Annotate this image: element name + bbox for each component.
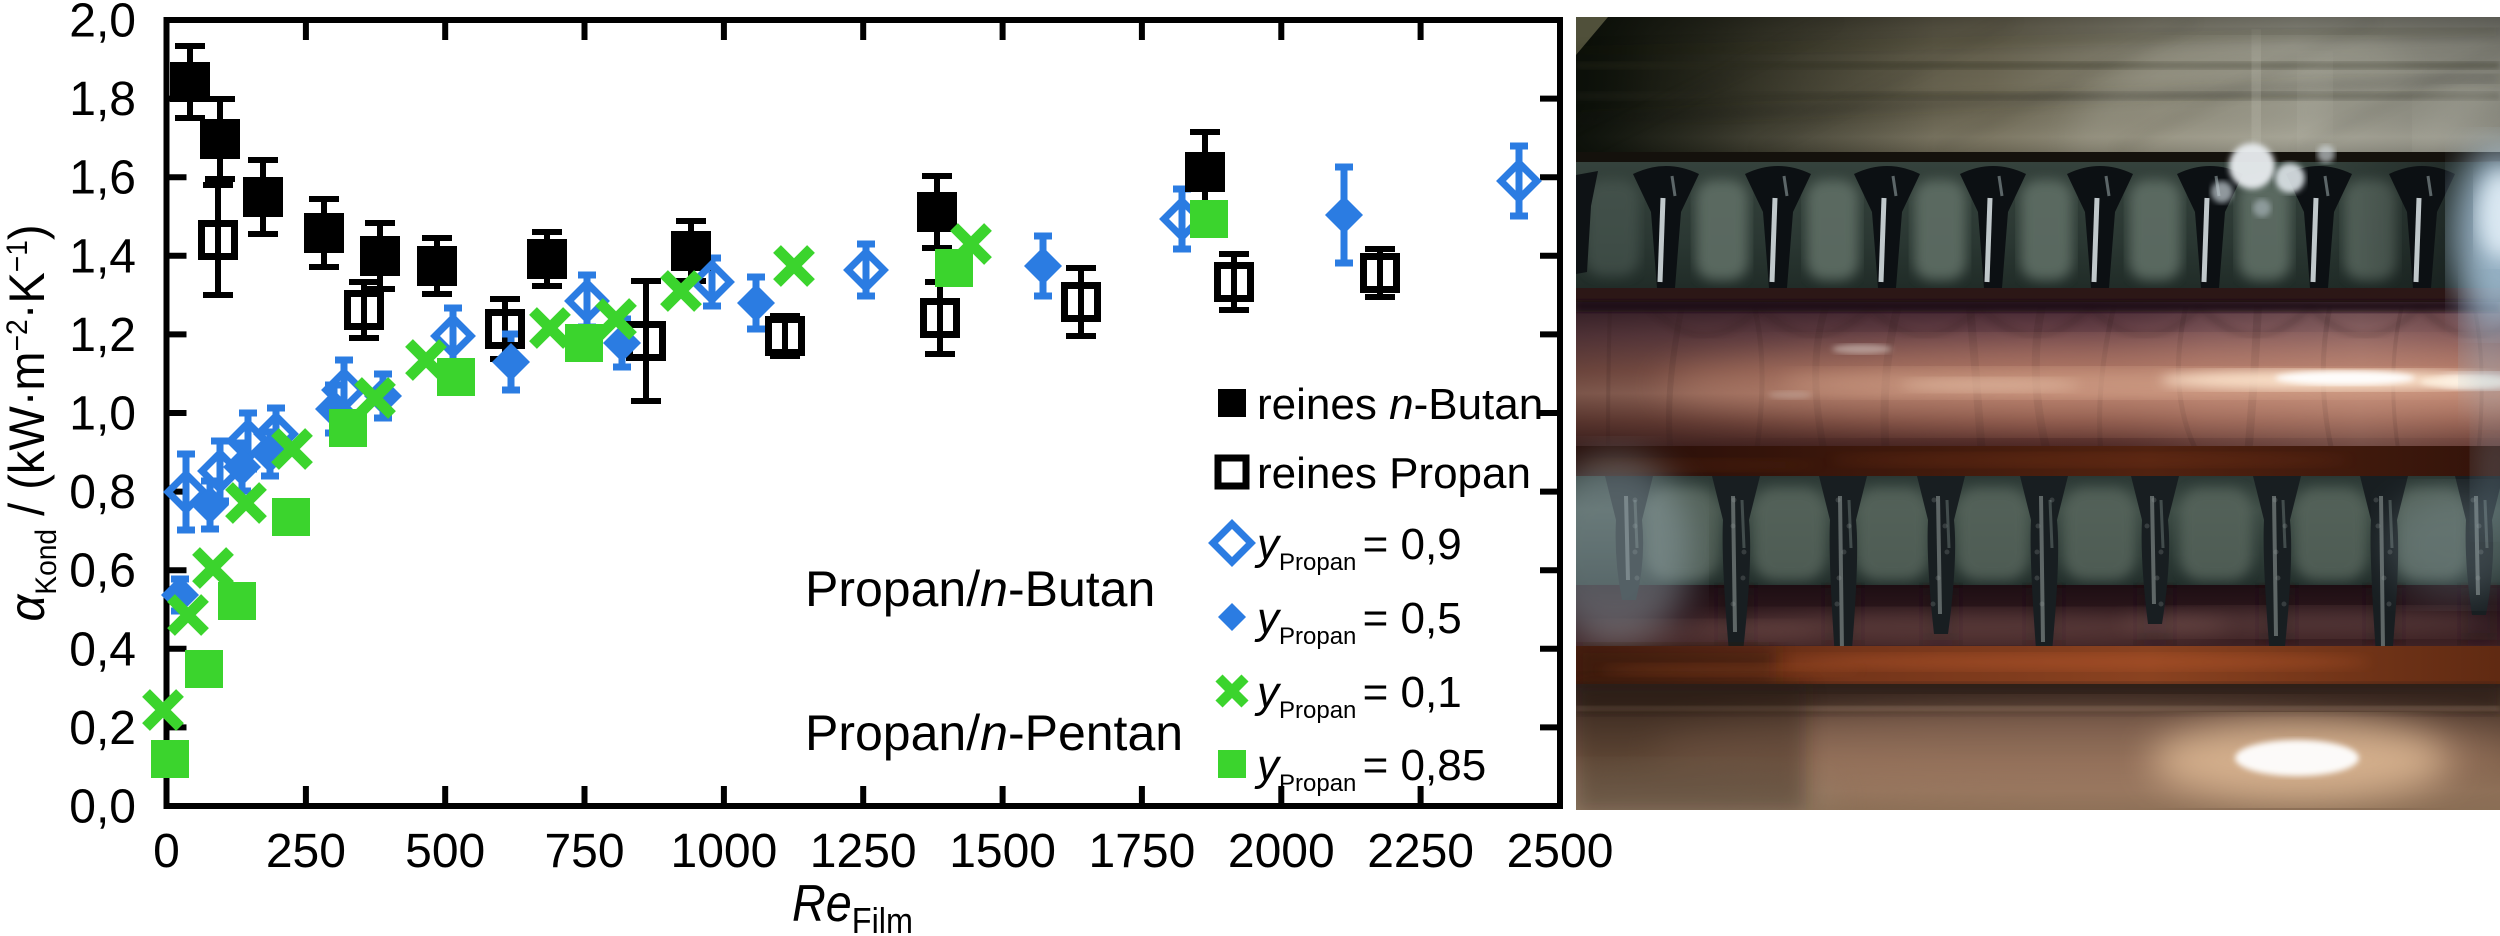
svg-text:yPropan = 0,5: yPropan = 0,5 — [1254, 594, 1462, 650]
svg-text:500: 500 — [405, 825, 485, 878]
svg-text:1,6: 1,6 — [69, 152, 136, 205]
svg-text:0: 0 — [153, 825, 180, 878]
svg-text:1000: 1000 — [671, 825, 778, 878]
svg-text:1750: 1750 — [1089, 825, 1196, 878]
svg-text:0,8: 0,8 — [69, 466, 136, 519]
svg-text:reines n-Butan: reines n-Butan — [1257, 380, 1543, 429]
svg-text:Propan/n-Butan: Propan/n-Butan — [805, 561, 1155, 617]
svg-text:0,4: 0,4 — [69, 623, 136, 676]
svg-text:0,0: 0,0 — [69, 781, 136, 834]
svg-text:1,8: 1,8 — [69, 73, 136, 126]
svg-text:0,2: 0,2 — [69, 702, 136, 755]
svg-text:2,0: 2,0 — [69, 0, 136, 48]
svg-text:yPropan = 0,85: yPropan = 0,85 — [1254, 741, 1486, 797]
svg-text:reines Propan: reines Propan — [1257, 449, 1531, 498]
svg-text:0,6: 0,6 — [69, 545, 136, 598]
svg-text:1,4: 1,4 — [69, 230, 136, 283]
svg-text:1250: 1250 — [810, 825, 917, 878]
svg-text:1500: 1500 — [949, 825, 1056, 878]
svg-text:ReFilm: ReFilm — [792, 875, 913, 936]
svg-text:2500: 2500 — [1507, 825, 1614, 878]
svg-text:2000: 2000 — [1228, 825, 1335, 878]
svg-text:1,2: 1,2 — [69, 309, 136, 362]
svg-text:2250: 2250 — [1367, 825, 1474, 878]
svg-text:750: 750 — [544, 825, 624, 878]
svg-text:250: 250 — [266, 825, 346, 878]
svg-text:yPropan = 0,1: yPropan = 0,1 — [1254, 668, 1462, 724]
svg-text:yPropan = 0,9: yPropan = 0,9 — [1254, 520, 1462, 576]
svg-text:Propan/n-Pentan: Propan/n-Pentan — [805, 705, 1183, 761]
svg-text:1,0: 1,0 — [69, 388, 136, 441]
svg-text:αKond / (kW·m−2·K−1): αKond / (kW·m−2·K−1) — [0, 224, 63, 621]
